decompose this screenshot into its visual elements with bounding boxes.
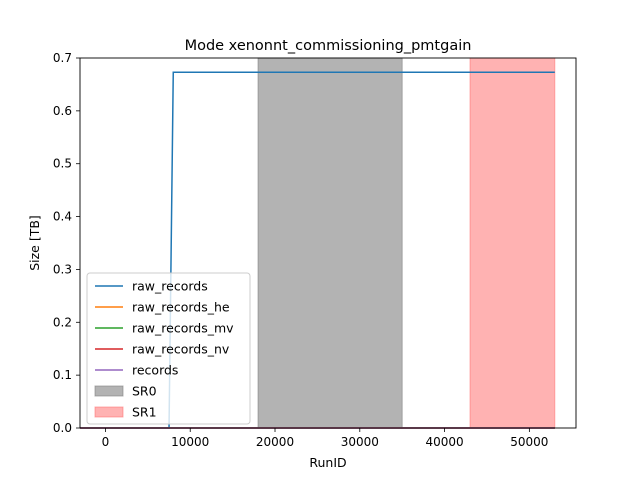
x-tick-label: 20000: [256, 435, 294, 449]
y-tick-label: 0.1: [53, 368, 72, 382]
legend-label-records: records: [132, 363, 178, 378]
legend-label-raw-records-he: raw_records_he: [132, 300, 230, 315]
legend-box: [86, 272, 251, 425]
y-tick-label: 0.5: [53, 157, 72, 171]
legend-label-sr1: SR1: [132, 405, 157, 420]
x-tick-label: 10000: [171, 435, 209, 449]
x-tick-label: 0: [102, 435, 110, 449]
y-tick-label: 0.4: [53, 210, 72, 224]
y-tick-label: 0.7: [53, 51, 72, 65]
x-tick-label: 30000: [341, 435, 379, 449]
legend: raw_records raw_records_he raw_records_mvr…: [86, 272, 251, 425]
plot-frame: [79, 57, 577, 429]
ticks-layer: 0 10000 20000 30000 40000 50000 0.0 0.1 0.2 0.3 0.…: [53, 51, 549, 449]
legend-swatch-sr1: [94, 406, 124, 418]
x-tick-label: 40000: [425, 435, 463, 449]
spans-layer: [257, 57, 556, 429]
span-sr1: [469, 57, 556, 429]
y-axis-label: Size [TB]: [27, 215, 42, 271]
span-sr0: [257, 57, 403, 429]
y-tick-label: 0.3: [53, 262, 72, 276]
chart-title: Mode xenonnt_commissioning_pmtgain: [185, 38, 472, 54]
y-tick-label: 0.0: [53, 421, 72, 435]
y-tick-label: 0.2: [53, 315, 72, 329]
x-axis-label: RunID: [309, 455, 346, 470]
legend-label-sr0: SR0: [132, 384, 157, 399]
legend-label-raw-records-mv: raw_records_mv: [132, 321, 234, 336]
legend-swatch-sr0: [94, 385, 124, 397]
legend-label-raw-records-nv: raw_records_nv: [132, 342, 230, 357]
x-tick-label: 50000: [510, 435, 548, 449]
legend-label-raw-records: raw_records: [132, 279, 208, 294]
y-tick-label: 0.6: [53, 104, 72, 118]
